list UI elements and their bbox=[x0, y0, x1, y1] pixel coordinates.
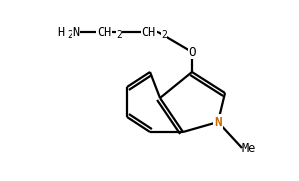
Text: CH: CH bbox=[142, 26, 156, 39]
Text: O: O bbox=[188, 45, 196, 58]
Text: 2: 2 bbox=[116, 30, 122, 39]
Text: N: N bbox=[72, 26, 80, 39]
Text: N: N bbox=[214, 115, 222, 129]
Text: 2: 2 bbox=[161, 30, 167, 39]
Text: CH: CH bbox=[97, 26, 111, 39]
Text: 2: 2 bbox=[67, 30, 73, 39]
Text: H: H bbox=[57, 26, 64, 39]
Text: Me: Me bbox=[242, 142, 256, 155]
